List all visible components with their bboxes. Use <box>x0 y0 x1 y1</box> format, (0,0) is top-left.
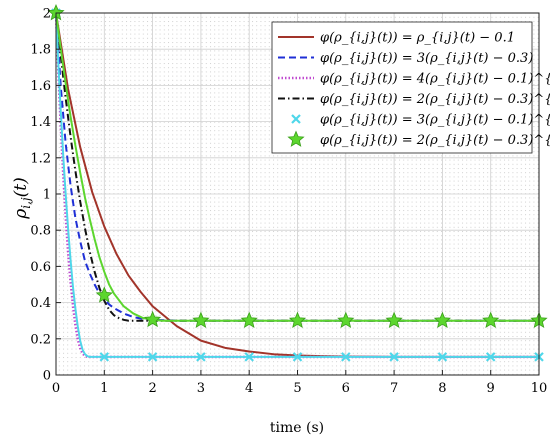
x-tick-label: 3 <box>197 381 205 396</box>
y-tick-label: 0.2 <box>30 332 51 347</box>
y-tick-label: 1.2 <box>30 151 51 166</box>
y-tick-label: 0.6 <box>30 260 51 275</box>
legend-entry: φ(ρ_{i,j}(t)) = 2(ρ_{i,j}(t) − 0.3)^{0.8… <box>287 130 550 148</box>
series-6-marker <box>482 311 500 329</box>
x-tick-label: 2 <box>148 381 156 396</box>
series-6-marker <box>240 311 258 329</box>
legend-entry: φ(ρ_{i,j}(t)) = 4(ρ_{i,j}(t) − 0.1)^{0.6… <box>278 72 550 87</box>
series-6-marker <box>95 286 113 303</box>
x-tick-label: 0 <box>52 381 60 396</box>
x-tick-label: 9 <box>487 381 495 396</box>
series-line-5 <box>55 12 539 358</box>
series-5-marker <box>485 352 496 362</box>
legend-box <box>271 21 533 154</box>
x-tick-label: 4 <box>245 381 253 396</box>
series-6-marker <box>433 311 452 329</box>
legend-entry: φ(ρ_{i,j}(t)) = 2(ρ_{i,j}(t) − 0.3)^{0.6… <box>278 92 550 107</box>
series-5-marker <box>341 352 351 362</box>
axis-ticks: 0 1 2 3 4 5 6 7 8 9 10 0 0.2 0.4 0.6 0.8 1 1.2 1.4 1.6 1.8 2 <box>30 7 547 397</box>
legend-entry: φ(ρ_{i,j}(t)) = ρ_{i,j}(t) − 0.1 <box>278 31 515 46</box>
series-layer <box>47 3 548 362</box>
legend-label: φ(ρ_{i,j}(t)) = 3(ρ_{i,j}(t) − 0.1)^{0.8… <box>320 113 550 128</box>
x-tick-label: 7 <box>390 381 398 396</box>
svg-text:ρi,j(t): ρi,j(t) <box>11 177 33 219</box>
legend-label: φ(ρ_{i,j}(t)) = 3(ρ_{i,j}(t) − 0.3) <box>320 51 533 66</box>
legend: φ(ρ_{i,j}(t)) = ρ_{i,j}(t) − 0.1 φ(ρ_{i,j… <box>271 21 550 154</box>
x-axis-label: time (s) <box>270 420 324 436</box>
y-tick-label: 1.8 <box>30 43 51 58</box>
y-tick-label: 1.4 <box>30 115 51 130</box>
y-tick-label: 0 <box>43 369 51 384</box>
x-tick-label: 8 <box>438 381 446 396</box>
series-5-marker <box>147 352 158 362</box>
series-6-marker <box>337 311 355 329</box>
series-6-marker <box>385 311 403 329</box>
series-line-6 <box>55 12 539 322</box>
x-tick-label: 1 <box>100 381 108 396</box>
series-5-marker <box>244 352 254 362</box>
x-tick-label: 10 <box>531 381 548 396</box>
legend-label: φ(ρ_{i,j}(t)) = 2(ρ_{i,j}(t) − 0.3)^{0.6… <box>320 92 550 107</box>
series-6-marker <box>288 311 307 329</box>
y-tick-label: 2 <box>43 7 51 22</box>
legend-label: φ(ρ_{i,j}(t)) = ρ_{i,j}(t) − 0.1 <box>320 31 515 46</box>
x-tick-label: 6 <box>342 381 350 396</box>
series-6-marker <box>192 311 210 329</box>
legend-entry: φ(ρ_{i,j}(t)) = 3(ρ_{i,j}(t) − 0.1)^{0.8… <box>291 113 550 128</box>
series-5-marker <box>99 352 110 362</box>
y-tick-label: 0.8 <box>30 224 51 239</box>
series-5-marker <box>292 352 303 362</box>
y-axis-label: ρi,j(t) <box>11 177 33 219</box>
legend-marker <box>287 130 305 147</box>
series-6-marker <box>143 310 162 328</box>
x-tick-label: 5 <box>293 381 301 396</box>
legend-entry: φ(ρ_{i,j}(t)) = 3(ρ_{i,j}(t) − 0.3) <box>278 51 533 66</box>
y-tick-label: 1 <box>43 188 51 203</box>
series-5-marker <box>389 352 399 362</box>
legend-label: φ(ρ_{i,j}(t)) = 4(ρ_{i,j}(t) − 0.1)^{0.6… <box>320 72 550 87</box>
legend-marker <box>291 114 301 124</box>
series-5-marker <box>196 352 206 362</box>
y-tick-label: 1.6 <box>30 79 51 94</box>
legend-label: φ(ρ_{i,j}(t)) = 2(ρ_{i,j}(t) − 0.3)^{0.8… <box>320 133 550 148</box>
y-tick-label: 0.4 <box>30 296 51 311</box>
series-5-marker <box>437 352 448 362</box>
series-6 <box>47 3 548 329</box>
